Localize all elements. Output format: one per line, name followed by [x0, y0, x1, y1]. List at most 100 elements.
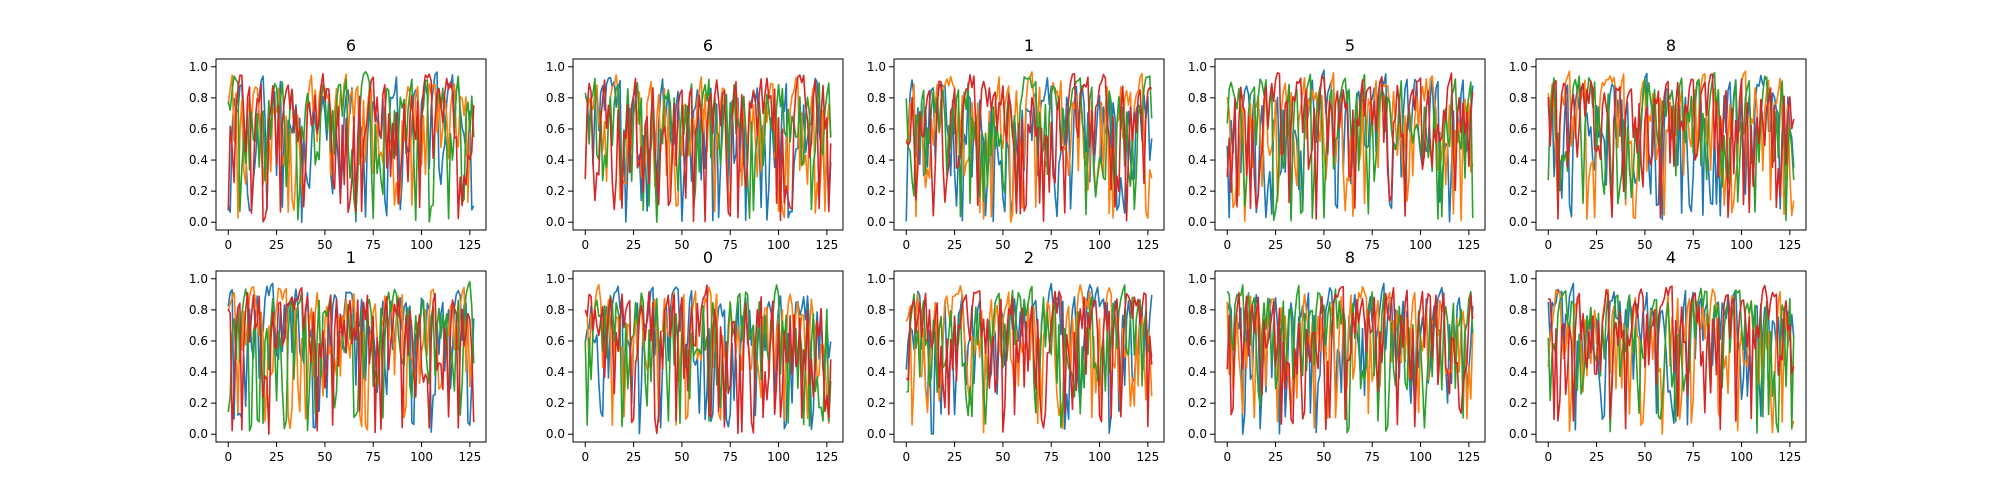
- x-tick-label: 50: [1316, 238, 1331, 252]
- panel-border-0: [215, 58, 487, 231]
- panel-0-series-3: [227, 72, 475, 223]
- x-tick-label: 0: [1544, 450, 1552, 464]
- x-tick-label: 100: [1409, 238, 1432, 252]
- y-tick-label: 0.2: [867, 396, 886, 410]
- y-tick-label: 0.8: [546, 303, 565, 317]
- panel-title: 8: [1666, 36, 1676, 55]
- panel-border-7: [893, 270, 1165, 443]
- y-tick-label: 0.2: [1509, 396, 1528, 410]
- panel-8-series-2: [1226, 284, 1474, 434]
- x-tick-label: 0: [902, 450, 910, 464]
- x-tick-label: 125: [815, 450, 838, 464]
- x-tick-label: 75: [723, 450, 738, 464]
- panel-1-series-3: [584, 74, 832, 223]
- x-tick-label: 100: [1730, 450, 1753, 464]
- y-tick-label: 1.0: [1188, 272, 1207, 286]
- x-tick-label: 25: [626, 238, 641, 252]
- x-tick-label: 0: [581, 450, 589, 464]
- x-tick-label: 100: [1088, 450, 1111, 464]
- panel-8-series-3: [1226, 285, 1474, 431]
- x-tick-label: 125: [1778, 238, 1801, 252]
- x-tick-label: 50: [674, 450, 689, 464]
- y-tick-label: 0.6: [546, 122, 565, 136]
- x-tick-label: 50: [995, 450, 1010, 464]
- x-tick-label: 75: [1044, 238, 1059, 252]
- panel-title: 8: [1345, 248, 1355, 267]
- y-tick-label: 0.6: [189, 334, 208, 348]
- x-tick-label: 100: [767, 238, 790, 252]
- y-tick-label: 1.0: [1509, 60, 1528, 74]
- y-tick-label: 0.4: [546, 153, 565, 167]
- y-tick-label: 0.0: [1509, 427, 1528, 441]
- x-tick-label: 50: [995, 238, 1010, 252]
- panel-title: 4: [1666, 248, 1676, 267]
- x-tick-label: 100: [1730, 238, 1753, 252]
- panel-0-series-2: [227, 70, 475, 223]
- y-tick-label: 0.4: [189, 153, 208, 167]
- y-tick-label: 0.4: [867, 153, 886, 167]
- x-tick-label: 75: [1365, 450, 1380, 464]
- x-tick-label: 125: [1457, 450, 1480, 464]
- x-tick-label: 25: [626, 450, 641, 464]
- y-tick-label: 0.0: [189, 215, 208, 229]
- panel-title: 6: [703, 36, 713, 55]
- panel-border-4: [1535, 58, 1807, 231]
- x-tick-label: 0: [224, 450, 232, 464]
- panel-9-series-3: [1547, 284, 1795, 431]
- x-tick-label: 125: [458, 238, 481, 252]
- y-tick-label: 0.4: [867, 365, 886, 379]
- panel-9-series-2: [1547, 287, 1795, 434]
- x-tick-label: 25: [947, 450, 962, 464]
- x-tick-label: 50: [317, 238, 332, 252]
- panel-6-series-3: [584, 284, 832, 435]
- x-tick-label: 0: [1223, 450, 1231, 464]
- y-tick-label: 0.4: [1188, 365, 1207, 379]
- y-tick-label: 1.0: [1188, 60, 1207, 74]
- y-tick-label: 0.0: [1188, 215, 1207, 229]
- x-tick-label: 75: [366, 238, 381, 252]
- x-tick-label: 25: [1268, 450, 1283, 464]
- x-tick-label: 75: [366, 450, 381, 464]
- x-tick-label: 125: [1457, 238, 1480, 252]
- x-tick-label: 0: [902, 238, 910, 252]
- x-tick-label: 25: [269, 450, 284, 464]
- panel-title: 2: [1024, 248, 1034, 267]
- x-tick-label: 50: [1637, 450, 1652, 464]
- panel-5-series-3: [227, 286, 475, 435]
- x-tick-label: 0: [581, 238, 589, 252]
- y-tick-label: 0.8: [867, 91, 886, 105]
- panel-8-series-1: [1226, 285, 1474, 429]
- panel-title: 6: [346, 36, 356, 55]
- y-tick-label: 0.0: [546, 215, 565, 229]
- x-tick-label: 125: [1778, 450, 1801, 464]
- y-tick-label: 0.8: [189, 91, 208, 105]
- x-tick-label: 75: [1044, 450, 1059, 464]
- y-tick-label: 0.8: [1509, 91, 1528, 105]
- x-tick-label: 25: [947, 238, 962, 252]
- x-tick-label: 100: [767, 450, 790, 464]
- panel-border-5: [215, 270, 487, 443]
- x-tick-label: 25: [1589, 450, 1604, 464]
- y-tick-label: 0.2: [1509, 184, 1528, 198]
- x-tick-label: 100: [1088, 238, 1111, 252]
- x-tick-label: 100: [410, 450, 433, 464]
- panel-border-3: [1214, 58, 1486, 231]
- y-tick-label: 0.4: [189, 365, 208, 379]
- y-tick-label: 0.8: [189, 303, 208, 317]
- panel-title: 1: [346, 248, 356, 267]
- y-tick-label: 1.0: [546, 60, 565, 74]
- y-tick-label: 1.0: [189, 272, 208, 286]
- panel-2-series-2: [905, 75, 1153, 218]
- x-tick-label: 75: [1365, 238, 1380, 252]
- x-tick-label: 25: [1589, 238, 1604, 252]
- y-tick-label: 0.4: [546, 365, 565, 379]
- y-tick-label: 0.2: [1188, 184, 1207, 198]
- x-tick-label: 0: [1544, 238, 1552, 252]
- y-tick-label: 0.6: [1509, 122, 1528, 136]
- y-tick-label: 0.4: [1509, 153, 1528, 167]
- y-tick-label: 0.8: [546, 91, 565, 105]
- y-tick-label: 0.4: [1188, 153, 1207, 167]
- x-tick-label: 100: [1409, 450, 1432, 464]
- x-tick-label: 125: [1136, 450, 1159, 464]
